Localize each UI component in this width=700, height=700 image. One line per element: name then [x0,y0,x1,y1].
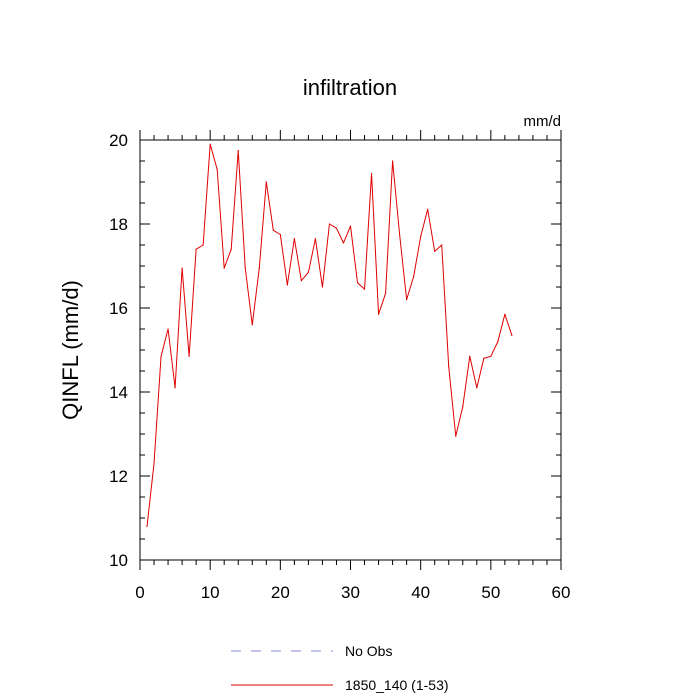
data-point [370,173,373,175]
x-tick-label: 50 [481,583,500,602]
data-point [146,525,148,528]
tick-labels: 0 10 20 30 40 50 60 10 12 14 16 18 20 [109,131,570,602]
data-point [476,387,478,389]
series-layer [146,143,513,528]
data-point [363,288,366,290]
data-point [406,299,408,301]
data-point [497,341,499,343]
data-point [251,324,253,326]
x-tick-label: 30 [341,583,360,602]
data-point [455,435,457,437]
data-point [279,233,281,236]
data-point [349,225,352,227]
y-tick-label: 16 [109,299,128,318]
y-tick-label: 20 [109,131,128,150]
data-point [392,160,394,162]
data-point [160,355,162,357]
data-point [272,229,274,231]
data-point [356,282,359,284]
x-tick-label: 0 [135,583,144,602]
data-point [441,244,443,246]
data-point [420,236,422,238]
legend-label-series: 1850_140 (1-53) [345,677,449,693]
data-point [469,355,471,357]
plot-frame [139,139,562,561]
data-point [504,313,506,315]
data-point [328,223,331,225]
data-point [462,406,464,408]
data-point [314,238,317,240]
y-axis-label: QINFL (mm/d) [58,280,83,420]
units-label: mm/d [524,113,562,130]
x-tick-label: 20 [271,583,290,602]
data-point [342,242,345,244]
data-point [483,357,485,359]
data-point [174,387,176,389]
data-point [300,280,302,282]
data-point [216,168,218,170]
data-point [413,275,415,278]
x-tick-label: 40 [411,583,430,602]
y-tick-label: 12 [109,467,128,486]
data-point [181,267,183,269]
data-point [384,292,387,294]
data-point [244,267,246,269]
x-tick-label: 10 [201,583,220,602]
x-tick-label: 60 [552,583,571,602]
data-point [377,313,380,315]
data-point [153,462,155,464]
data-point [399,233,401,236]
y-tick-label: 18 [109,215,128,234]
data-point [511,334,513,336]
axis-ticks [139,130,562,570]
data-point [258,267,260,269]
legend: No Obs 1850_140 (1-53) [231,643,449,693]
data-point [209,143,211,145]
data-point [427,208,429,210]
data-point [237,149,239,152]
data-point [307,271,309,273]
data-point [448,366,450,368]
y-tick-label: 10 [109,551,128,570]
data-point [223,267,225,269]
data-point [265,181,267,183]
y-tick-label: 14 [109,383,128,402]
data-point [188,355,190,357]
data-point [434,250,436,252]
data-point [202,244,204,246]
data-point [321,286,324,288]
series-line [146,143,513,527]
data-point [293,238,295,240]
data-point [230,248,232,250]
data-point [286,284,288,286]
data-point [490,355,492,357]
data-point [195,248,197,250]
legend-label-no-obs: No Obs [345,643,392,659]
data-point [335,227,338,229]
chart-title: infiltration [303,75,397,100]
data-point [167,328,169,330]
